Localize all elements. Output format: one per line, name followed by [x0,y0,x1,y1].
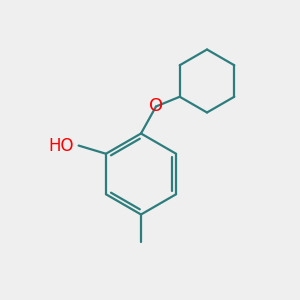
Text: HO: HO [49,136,74,154]
Text: O: O [149,98,163,116]
